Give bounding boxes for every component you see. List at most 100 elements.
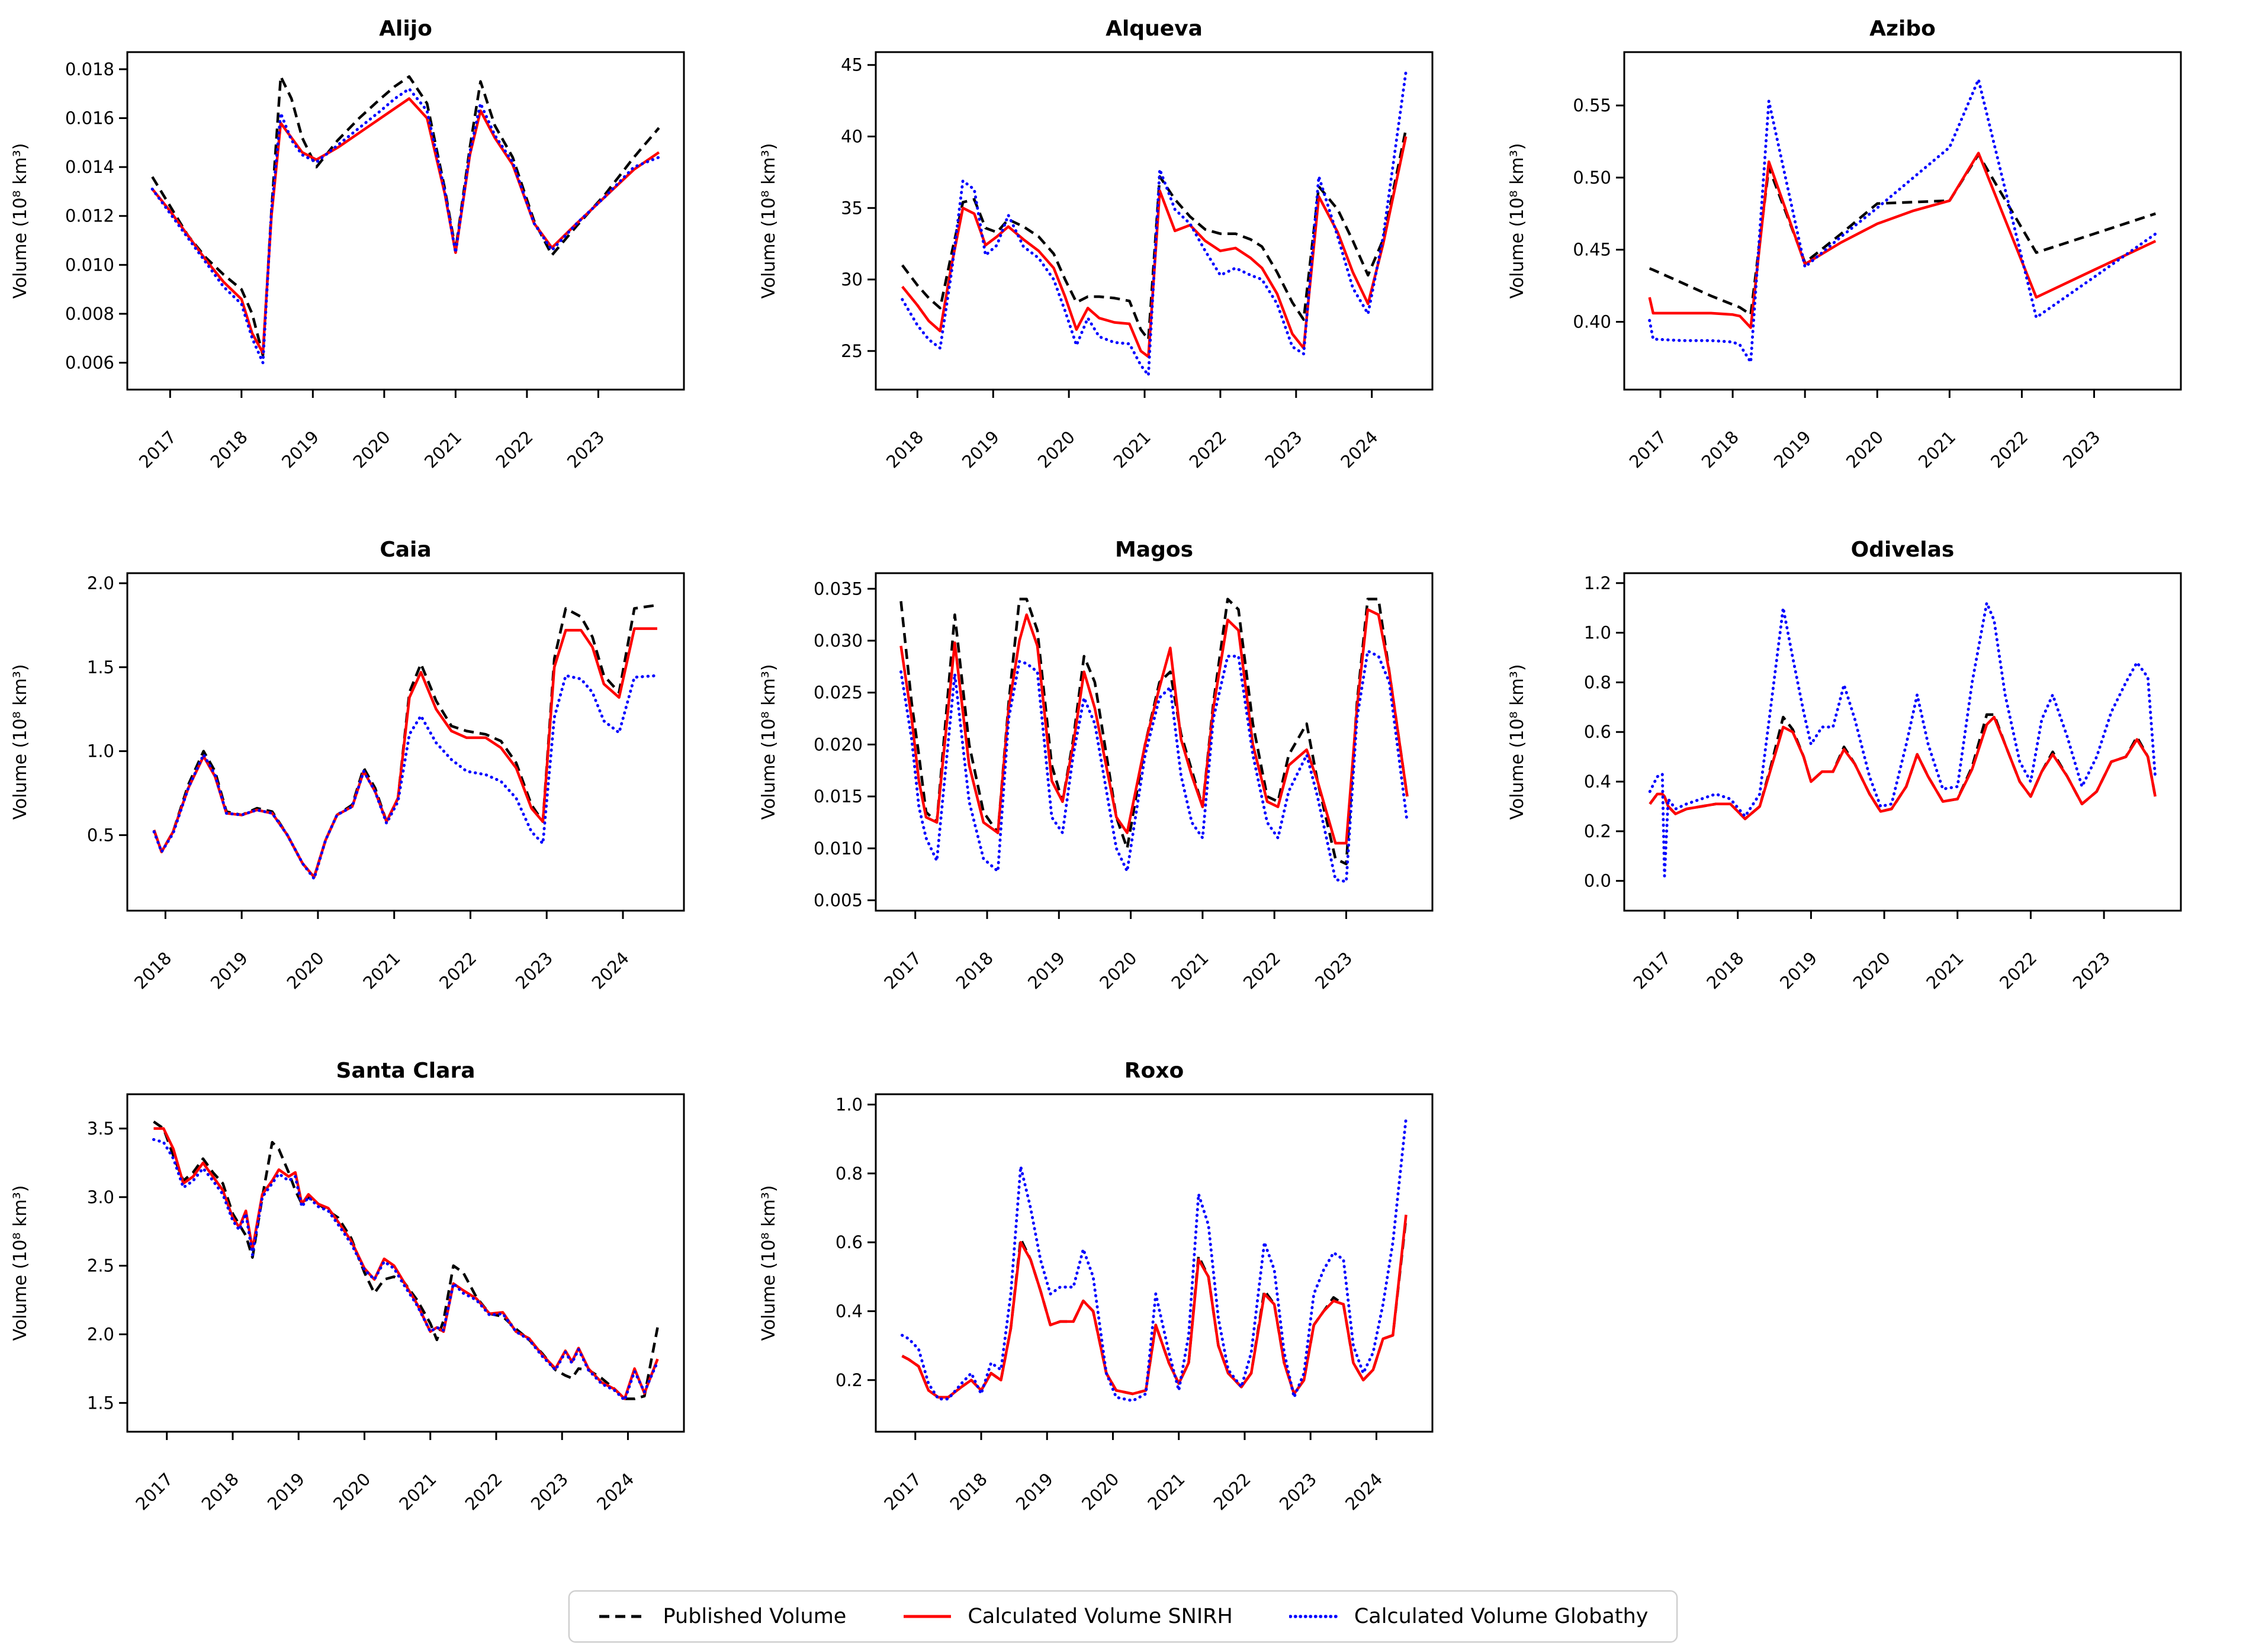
x-tick-label: 2024 [593,1469,638,1514]
x-tick-label: 2021 [359,948,404,993]
y-tick-label: 0.030 [814,631,863,651]
x-tick-label: 2017 [131,1469,176,1514]
x-tick-label: 2018 [946,1469,991,1514]
x-tick-label: 2018 [207,427,252,472]
y-tick-label: 0.008 [65,304,114,324]
x-tick-label: 2022 [1185,427,1230,472]
x-tick-label: 2020 [1849,948,1894,993]
y-tick-label: 0.035 [814,578,863,599]
x-tick-label: 2021 [1143,1469,1188,1514]
chart-title: Roxo [1124,1059,1184,1083]
chart-alqueva: Alqueva Volume (10⁸ km³) 25 30 35 40 45 2018 201… [759,17,1434,472]
x-tick-label: 2021 [420,427,465,472]
y-axis-label: Volume (10⁸ km³) [10,664,31,820]
x-tick-label: 2023 [1261,427,1306,472]
subplot-alqueva: Alqueva Volume (10⁸ km³) 25 30 35 40 45 2018 201… [748,5,1497,526]
series-line-dotted [152,1138,659,1402]
chart-title: Azibo [1869,17,1936,41]
y-tick-label: 0.6 [836,1232,863,1252]
x-tick-label: 2023 [1275,1469,1320,1514]
y-tick-label: 0.020 [814,734,863,754]
y-tick-label: 2.0 [87,1324,114,1344]
chart-title: Caia [380,538,431,562]
y-tick-label: 0.8 [836,1164,863,1184]
chart-santa-clara: Santa Clara Volume (10⁸ km³) 1.5 2.0 2.5 3.0 3… [10,1059,685,1514]
legend-label: Published Volume [663,1605,847,1628]
y-tick-label: 35 [841,198,863,218]
y-tick-label: 3.0 [87,1187,114,1207]
series-line-dashed [901,128,1408,341]
x-tick-label: 2022 [1987,427,2032,472]
y-tick-label: 25 [841,341,863,361]
x-tick-label: 2023 [512,948,557,993]
x-tick-label: 2021 [1110,427,1155,472]
y-axis-label: Volume (10⁸ km³) [759,1185,779,1341]
y-tick-label: 1.0 [1584,623,1611,643]
plot-frame [875,1093,1434,1433]
plot-frame [875,51,1434,391]
y-tick-label: 1.0 [836,1094,863,1114]
legend-label: Calculated Volume SNIRH [968,1605,1233,1628]
dotted-line-swatch [1289,1615,1339,1618]
y-tick-label: 0.006 [65,353,114,373]
chart-azibo: Azibo Volume (10⁸ km³) 0.40 0.45 0.50 0.55 201… [1507,17,2182,472]
series-line-dotted [899,650,1409,883]
chart-odivelas: Odivelas Volume (10⁸ km³) 0.0 0.2 0.4 0.6 0.8 1… [1507,538,2182,993]
x-tick-label: 2022 [492,427,537,472]
x-tick-label: 2020 [1078,1469,1123,1514]
legend-item-calculated-volume-globathy: Calculated Volume Globathy [1289,1605,1649,1628]
y-tick-label: 0.015 [814,786,863,806]
series-line-dotted [901,1117,1408,1403]
series-line-solid [1648,152,2157,329]
x-tick-label: 2022 [435,948,480,993]
dashed-line-swatch [599,1615,647,1618]
x-tick-label: 2023 [1311,948,1356,993]
y-tick-label: 0.5 [87,825,114,845]
y-axis-label: Volume (10⁸ km³) [1507,143,1528,299]
series-line-solid [1649,715,2157,821]
chart-title: Magos [1115,538,1193,562]
y-tick-label: 0.4 [1584,772,1611,792]
subplot-santa-clara: Santa Clara Volume (10⁸ km³) 1.5 2.0 2.5 3.0 3… [0,1047,748,1568]
x-tick-label: 2019 [264,1469,309,1514]
legend-item-calculated-volume-snirh: Calculated Volume SNIRH [902,1605,1233,1628]
x-tick-label: 2018 [882,427,927,472]
y-tick-label: 1.0 [87,741,114,761]
x-tick-label: 2020 [1034,427,1079,472]
y-tick-label: 1.5 [87,1393,114,1413]
y-tick-label: 0.005 [814,890,863,910]
y-tick-label: 45 [841,55,863,75]
x-tick-label: 2019 [1012,1469,1057,1514]
x-tick-label: 2022 [1210,1469,1255,1514]
y-axis-label: Volume (10⁸ km³) [759,664,779,820]
y-tick-label: 40 [841,127,863,147]
chart-magos: Magos Volume (10⁸ km³) 0.005 0.010 0.015 0.02… [759,538,1434,993]
legend: Published Volume Calculated Volume SNIRH… [568,1590,1678,1643]
y-axis-label: Volume (10⁸ km³) [1507,664,1528,820]
x-tick-label: 2017 [880,1469,925,1514]
x-tick-label: 2022 [461,1469,506,1514]
solid-line-swatch [904,1615,952,1618]
x-tick-label: 2020 [283,948,328,993]
x-tick-label: 2018 [1702,948,1747,993]
x-tick-label: 2020 [349,427,394,472]
y-tick-label: 0.014 [65,157,114,177]
y-tick-label: 0.2 [836,1370,863,1390]
plot-frame [1623,51,2182,391]
subplot-magos: Magos Volume (10⁸ km³) 0.005 0.010 0.015 0.02… [748,526,1497,1047]
y-tick-label: 0.012 [65,206,114,226]
chart-roxo: Roxo Volume (10⁸ km³) 0.2 0.4 0.6 0.8 1.0 2017 2… [759,1059,1434,1514]
x-tick-label: 2019 [278,427,323,472]
y-tick-label: 2.0 [87,573,114,593]
plot-frame [1623,572,2182,912]
chart-title: Santa Clara [336,1059,475,1083]
y-tick-label: 0.010 [65,255,114,275]
y-tick-label: 1.5 [87,657,114,677]
y-axis-label: Volume (10⁸ km³) [10,143,31,299]
x-tick-label: 2020 [329,1469,374,1514]
legend-label: Calculated Volume Globathy [1354,1605,1649,1628]
subplot-grid: Alijo Volume (10⁸ km³) 0.006 0.008 0.010 0.01… [0,5,2182,1568]
y-tick-label: 0.8 [1584,672,1611,692]
y-tick-label: 30 [841,269,863,290]
x-tick-label: 2017 [1630,948,1675,993]
